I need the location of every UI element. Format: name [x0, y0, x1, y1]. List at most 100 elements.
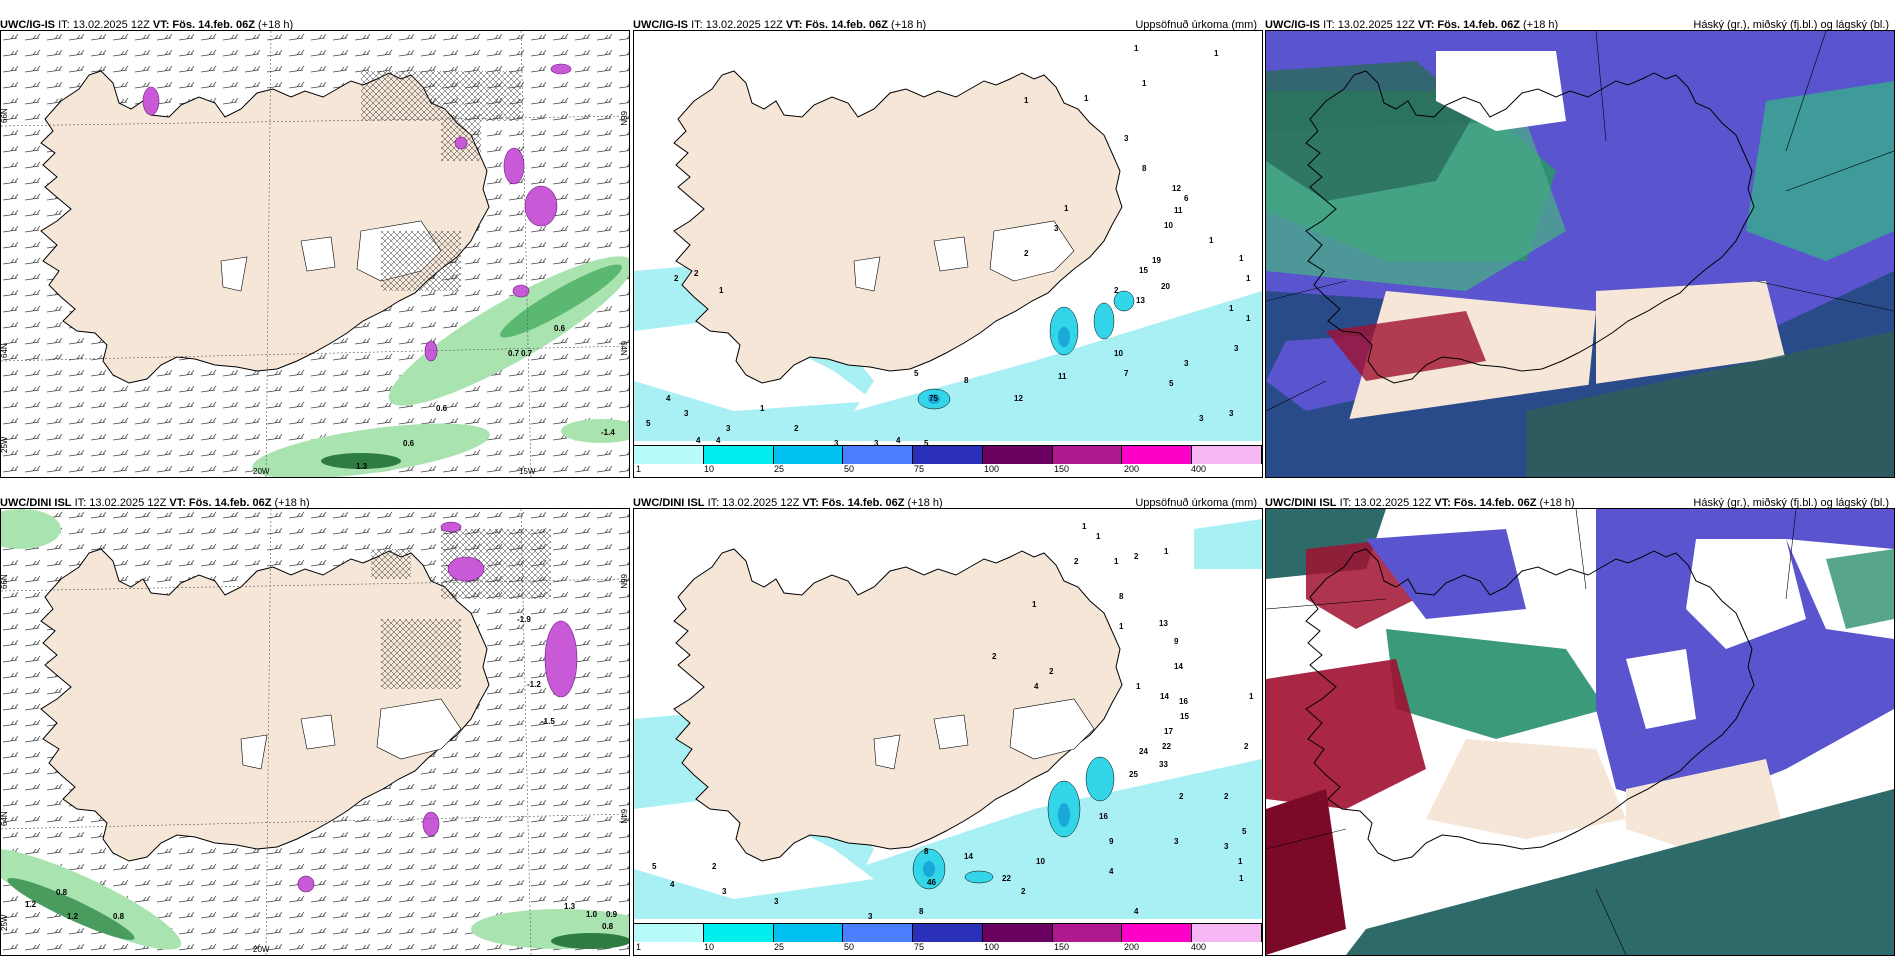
svg-text:24: 24 [1139, 747, 1148, 756]
svg-text:17: 17 [1164, 727, 1173, 736]
panel-ig-is-clouds: UWC/IG-IS IT: 13.02.2025 12Z VT: Fös. 14… [1265, 15, 1895, 480]
svg-text:-1.2: -1.2 [527, 680, 541, 689]
svg-text:4: 4 [666, 394, 671, 403]
panel-header: UWC/DINI ISL IT: 13.02.2025 12Z VT: Fös.… [633, 497, 1257, 509]
svg-text:1: 1 [1246, 314, 1251, 323]
lon-label: 25W [1, 436, 9, 453]
svg-text:3: 3 [684, 409, 689, 418]
lon-label: 20W [253, 467, 270, 476]
svg-text:3: 3 [774, 897, 779, 906]
map-frame[interactable]: 66N 64N 25W 20W 15W 66N 64N 0.6 0.7 0.6 … [0, 30, 630, 478]
svg-text:20: 20 [1161, 282, 1170, 291]
svg-text:12: 12 [1172, 184, 1181, 193]
svg-text:1: 1 [1064, 204, 1069, 213]
svg-text:8: 8 [924, 847, 929, 856]
svg-text:2: 2 [1224, 792, 1229, 801]
map-frame[interactable]: 1 1 2 1 1 2 1 8 13 9 14 14 16 15 17 22 2… [633, 508, 1263, 956]
svg-text:0.7: 0.7 [521, 349, 533, 358]
svg-text:10: 10 [1036, 857, 1045, 866]
map-frame[interactable] [1265, 30, 1895, 478]
svg-text:14: 14 [1174, 662, 1183, 671]
panel-dini-precip: UWC/DINI ISL IT: 13.02.2025 12Z VT: Fös.… [633, 493, 1263, 958]
svg-text:22: 22 [1162, 742, 1171, 751]
svg-text:-1.5: -1.5 [541, 717, 555, 726]
svg-text:11: 11 [1058, 372, 1067, 381]
svg-text:75: 75 [929, 394, 938, 403]
svg-text:1: 1 [1239, 874, 1244, 883]
svg-text:1: 1 [1229, 304, 1234, 313]
wind-map: 66N 64N 25W 20W 66N 64N -1.9 -1.2 -1.5 0… [1, 509, 629, 955]
map-frame[interactable]: 1 1 1 1 3 8 12 6 11 10 19 15 20 13 1 2 2… [633, 30, 1263, 478]
svg-text:1: 1 [1249, 692, 1254, 701]
panel-dini-clouds: UWC/DINI ISL IT: 13.02.2025 12Z VT: Fös.… [1265, 493, 1895, 958]
svg-text:-1.9: -1.9 [517, 615, 531, 624]
lat-label: 66N [619, 111, 628, 126]
panel-header: UWC/DINI ISL IT: 13.02.2025 12Z VT: Fös.… [1265, 497, 1889, 509]
panel-header: UWC/IG-IS IT: 13.02.2025 12Z VT: Fös. 14… [633, 19, 1257, 31]
svg-text:1: 1 [1084, 94, 1089, 103]
svg-text:0.8: 0.8 [56, 888, 68, 897]
svg-text:4: 4 [1109, 867, 1114, 876]
svg-text:2: 2 [1244, 742, 1249, 751]
svg-text:9: 9 [1174, 637, 1179, 646]
svg-text:3: 3 [722, 887, 727, 896]
svg-text:14: 14 [964, 852, 973, 861]
svg-text:22: 22 [1002, 874, 1011, 883]
svg-text:1.2: 1.2 [25, 900, 37, 909]
svg-text:4: 4 [896, 436, 901, 445]
svg-text:1: 1 [1032, 600, 1037, 609]
svg-text:3: 3 [874, 439, 879, 448]
svg-text:1: 1 [1024, 96, 1029, 105]
svg-text:2: 2 [1049, 667, 1054, 676]
svg-text:3: 3 [726, 424, 731, 433]
panel-ig-is-precip: UWC/IG-IS IT: 13.02.2025 12Z VT: Fös. 14… [633, 15, 1263, 480]
svg-text:2: 2 [794, 424, 799, 433]
svg-text:5: 5 [924, 439, 929, 448]
svg-text:4: 4 [716, 436, 721, 445]
svg-text:8: 8 [919, 907, 924, 916]
svg-text:4: 4 [696, 436, 701, 445]
svg-text:8: 8 [964, 376, 969, 385]
svg-text:33: 33 [1159, 760, 1168, 769]
panel-ig-is-wind: UWC/IG-IS IT: 13.02.2025 12Z VT: Fös. 14… [0, 15, 630, 480]
svg-text:3: 3 [868, 912, 873, 921]
lat-label: 66N [1, 574, 9, 589]
svg-text:3: 3 [1224, 842, 1229, 851]
svg-text:9: 9 [1109, 837, 1114, 846]
svg-text:2: 2 [674, 274, 679, 283]
svg-text:0.9: 0.9 [606, 910, 618, 919]
svg-text:1: 1 [1096, 532, 1101, 541]
svg-text:5: 5 [1169, 379, 1174, 388]
svg-text:3: 3 [1124, 134, 1129, 143]
lat-label: 64N [619, 341, 628, 356]
svg-text:1: 1 [1214, 49, 1219, 58]
precip-colorbar: 1 10 25 50 75 100 150 200 400 [634, 445, 1262, 477]
precip-map: 1 1 1 1 3 8 12 6 11 10 19 15 20 13 1 2 2… [634, 44, 1262, 448]
svg-text:1: 1 [1119, 622, 1124, 631]
svg-text:2: 2 [1114, 286, 1119, 295]
svg-text:12: 12 [1014, 394, 1023, 403]
svg-text:2: 2 [1024, 249, 1029, 258]
lat-label: 64N [619, 809, 628, 824]
precip-map: 1 1 2 1 1 2 1 8 13 9 14 14 16 15 17 22 2… [634, 519, 1262, 921]
svg-text:2: 2 [1021, 887, 1026, 896]
svg-text:3: 3 [1229, 409, 1234, 418]
svg-text:15: 15 [1139, 266, 1148, 275]
svg-text:1.3: 1.3 [564, 902, 576, 911]
svg-text:1: 1 [1134, 44, 1139, 53]
svg-text:1: 1 [1082, 522, 1087, 531]
svg-text:3: 3 [1174, 837, 1179, 846]
svg-text:16: 16 [1179, 697, 1188, 706]
map-frame[interactable] [1265, 508, 1895, 956]
svg-text:1: 1 [1114, 557, 1119, 566]
svg-text:16: 16 [1099, 812, 1108, 821]
svg-text:10: 10 [1114, 349, 1123, 358]
svg-text:3: 3 [1234, 344, 1239, 353]
svg-text:2: 2 [694, 269, 699, 278]
svg-text:5: 5 [646, 419, 651, 428]
panel-dini-wind: UWC/DINI ISL IT: 13.02.2025 12Z VT: Fös.… [0, 493, 630, 958]
map-frame[interactable]: 66N 64N 25W 20W 66N 64N -1.9 -1.2 -1.5 0… [0, 508, 630, 956]
svg-text:19: 19 [1152, 256, 1161, 265]
panel-header: UWC/DINI ISL IT: 13.02.2025 12Z VT: Fös.… [0, 497, 310, 509]
lon-label: 25W [1, 914, 9, 931]
